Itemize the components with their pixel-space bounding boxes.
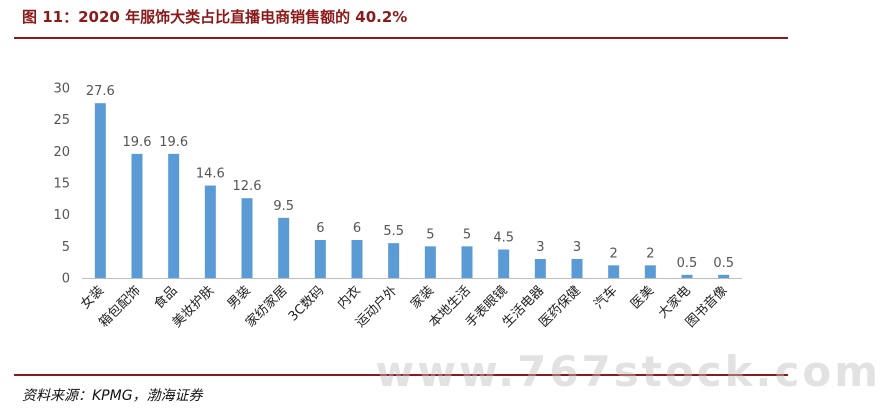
- bar: [204, 185, 216, 278]
- data-label: 27.6: [86, 84, 115, 99]
- figure-title: 图 11：2020 年服饰大类占比直播电商销售额的 40.2%: [22, 8, 408, 26]
- bar: [608, 265, 620, 278]
- data-label: 4.5: [493, 231, 514, 246]
- data-label: 19.6: [123, 135, 152, 150]
- data-label: 0.5: [713, 256, 734, 271]
- y-tick-label: 0: [62, 272, 70, 287]
- bar: [644, 265, 656, 278]
- data-label: 9.5: [273, 199, 294, 214]
- bar: [424, 246, 436, 278]
- data-label: 6: [316, 221, 324, 236]
- y-tick-label: 10: [53, 208, 70, 223]
- category-label: 女装: [77, 283, 107, 313]
- data-label: 2: [646, 246, 654, 261]
- bar: [278, 217, 290, 278]
- bar: [461, 246, 473, 278]
- source-note: 资料来源：KPMG，渤海证券: [22, 388, 203, 404]
- bar: [351, 240, 363, 278]
- data-label: 3: [573, 240, 581, 255]
- bar: [388, 243, 400, 278]
- data-label: 0.5: [677, 256, 698, 271]
- bar: [571, 259, 583, 278]
- y-tick-label: 15: [53, 177, 70, 192]
- y-tick-label: 5: [62, 240, 70, 255]
- data-label: 5: [463, 227, 471, 242]
- category-label: 男装: [225, 283, 254, 312]
- y-tick-label: 30: [53, 82, 70, 97]
- title-rule: [14, 37, 788, 39]
- bar: [681, 274, 693, 278]
- category-label: 医美: [628, 283, 657, 312]
- category-label: 家装: [407, 283, 437, 313]
- bar: [534, 259, 546, 278]
- bar: [498, 249, 510, 278]
- category-label: 食品: [151, 283, 181, 313]
- data-label: 5.5: [383, 224, 404, 239]
- watermark: www.767stock.com: [375, 347, 881, 396]
- source-rule: [14, 374, 788, 376]
- data-label: 2: [610, 246, 618, 261]
- bar: [718, 274, 730, 278]
- category-label: 内衣: [334, 283, 364, 313]
- bar: [314, 240, 326, 278]
- bar: [168, 153, 180, 278]
- data-label: 3: [536, 240, 544, 255]
- data-label: 6: [353, 221, 361, 236]
- data-label: 19.6: [159, 135, 188, 150]
- bar: [241, 198, 253, 278]
- bar: [94, 103, 106, 278]
- data-label: 5: [426, 227, 434, 242]
- category-label: 3C数码: [286, 283, 327, 324]
- y-tick-label: 25: [53, 113, 70, 128]
- bar: [131, 153, 143, 278]
- data-label: 12.6: [233, 179, 262, 194]
- category-label: 汽车: [591, 283, 621, 313]
- y-tick-label: 20: [53, 145, 70, 160]
- data-label: 14.6: [196, 167, 225, 182]
